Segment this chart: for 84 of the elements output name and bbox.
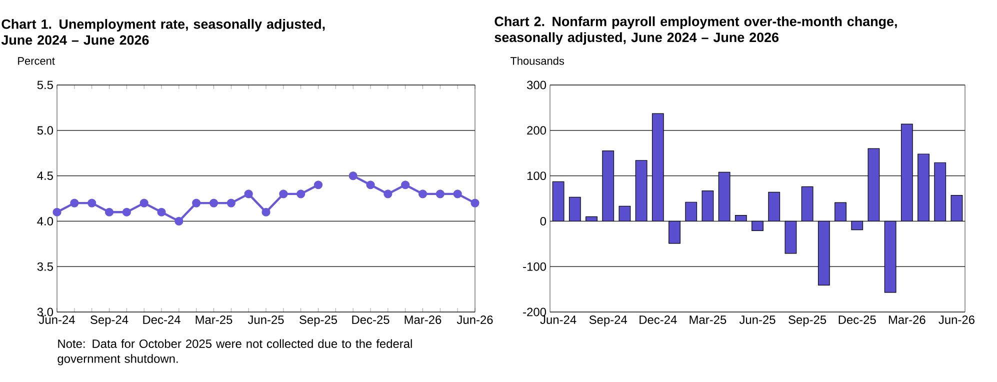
x-tick-label: Jun-24	[540, 316, 576, 324]
y-tick-label: 300	[527, 80, 546, 90]
bar	[586, 216, 598, 222]
x-tick-label: Dec-24	[640, 316, 677, 324]
bar	[618, 206, 631, 222]
x-tick-label: Jun-24	[38, 316, 75, 324]
y-tick-label: 0	[540, 216, 546, 226]
point	[192, 198, 201, 208]
bar	[934, 162, 946, 222]
x-tick-label: Jun-26	[938, 316, 974, 324]
point	[174, 216, 184, 226]
x-tick-label: Sep-25	[300, 316, 338, 326]
point	[401, 180, 410, 190]
bar	[718, 172, 730, 222]
point	[104, 208, 114, 216]
bar	[950, 195, 963, 222]
bar	[668, 220, 680, 244]
bar	[900, 124, 913, 222]
point	[366, 180, 375, 190]
bar	[685, 202, 698, 222]
point	[436, 190, 444, 198]
point	[226, 198, 236, 208]
x-tick-label: Dec-25	[838, 316, 876, 324]
point	[52, 208, 62, 216]
point	[314, 180, 323, 190]
x-tick-label: Mar-25	[196, 316, 232, 324]
bar	[635, 160, 648, 222]
x-tick-label: Dec-24	[143, 316, 180, 324]
y-tick-label: 3.0	[37, 308, 54, 316]
x-tick-label: Jun-25	[739, 316, 776, 324]
chart-title: Chart 1. Unemployment rate, seasonally adjusted, June 2024 – June 2026	[1, 18, 325, 45]
x-tick-label: Sep-25	[788, 316, 826, 326]
y-tick-label: -100	[523, 262, 546, 271]
x-tick-label: Mar-26	[404, 316, 442, 324]
bar	[918, 154, 930, 222]
bar	[602, 150, 614, 222]
bar	[768, 192, 780, 222]
point	[470, 198, 480, 208]
bar	[552, 181, 564, 222]
y-tick-label: 3.5	[37, 262, 53, 271]
bar	[784, 220, 797, 254]
bar	[884, 220, 896, 293]
y-tick-label: 4.0	[37, 216, 54, 226]
bar	[734, 214, 747, 222]
bar	[702, 190, 714, 222]
point	[418, 190, 428, 198]
point	[348, 172, 358, 180]
x-tick-label: Jun-25	[248, 316, 284, 324]
bar	[834, 202, 846, 222]
y-tick-label: 4.5	[37, 172, 53, 180]
y-tick-label: 5.5	[37, 80, 53, 90]
bar	[752, 220, 764, 232]
y-tick-label: 200	[527, 126, 546, 135]
point	[262, 208, 270, 216]
point	[244, 190, 253, 198]
point	[122, 208, 131, 216]
point	[88, 198, 96, 208]
bar	[868, 148, 880, 222]
x-tick-label: Dec-25	[352, 316, 390, 324]
bar	[851, 220, 864, 230]
y-axis-title: Percent	[18, 57, 55, 65]
point	[296, 190, 306, 198]
chart-title: Chart 2. Nonfarm payroll employment over-the-month change, seasonally adjusted, June 2024 – June 2026	[494, 16, 897, 45]
y-axis-title: Thousands	[510, 56, 564, 65]
x-tick-label: Mar-26	[888, 316, 926, 324]
bar	[801, 186, 814, 222]
point	[209, 198, 218, 208]
point	[70, 198, 79, 208]
point	[384, 190, 392, 198]
x-tick-label: Mar-25	[690, 316, 726, 324]
x-tick-label: Sep-24	[90, 316, 128, 326]
x-tick-label: Jun-26	[456, 316, 493, 324]
point	[140, 198, 148, 208]
y-tick-label: 5.0	[37, 126, 54, 135]
x-tick-label: Sep-24	[589, 316, 628, 326]
point	[157, 208, 166, 216]
bar	[568, 196, 581, 222]
bar	[818, 220, 830, 286]
text: Note: Data for October 2025 were not collected due to the federal government shutdown.	[58, 339, 412, 366]
point	[279, 190, 288, 198]
y-tick-label: 100	[527, 172, 546, 180]
y-tick-label: -200	[523, 308, 546, 316]
bar	[652, 113, 664, 222]
point	[453, 190, 462, 198]
